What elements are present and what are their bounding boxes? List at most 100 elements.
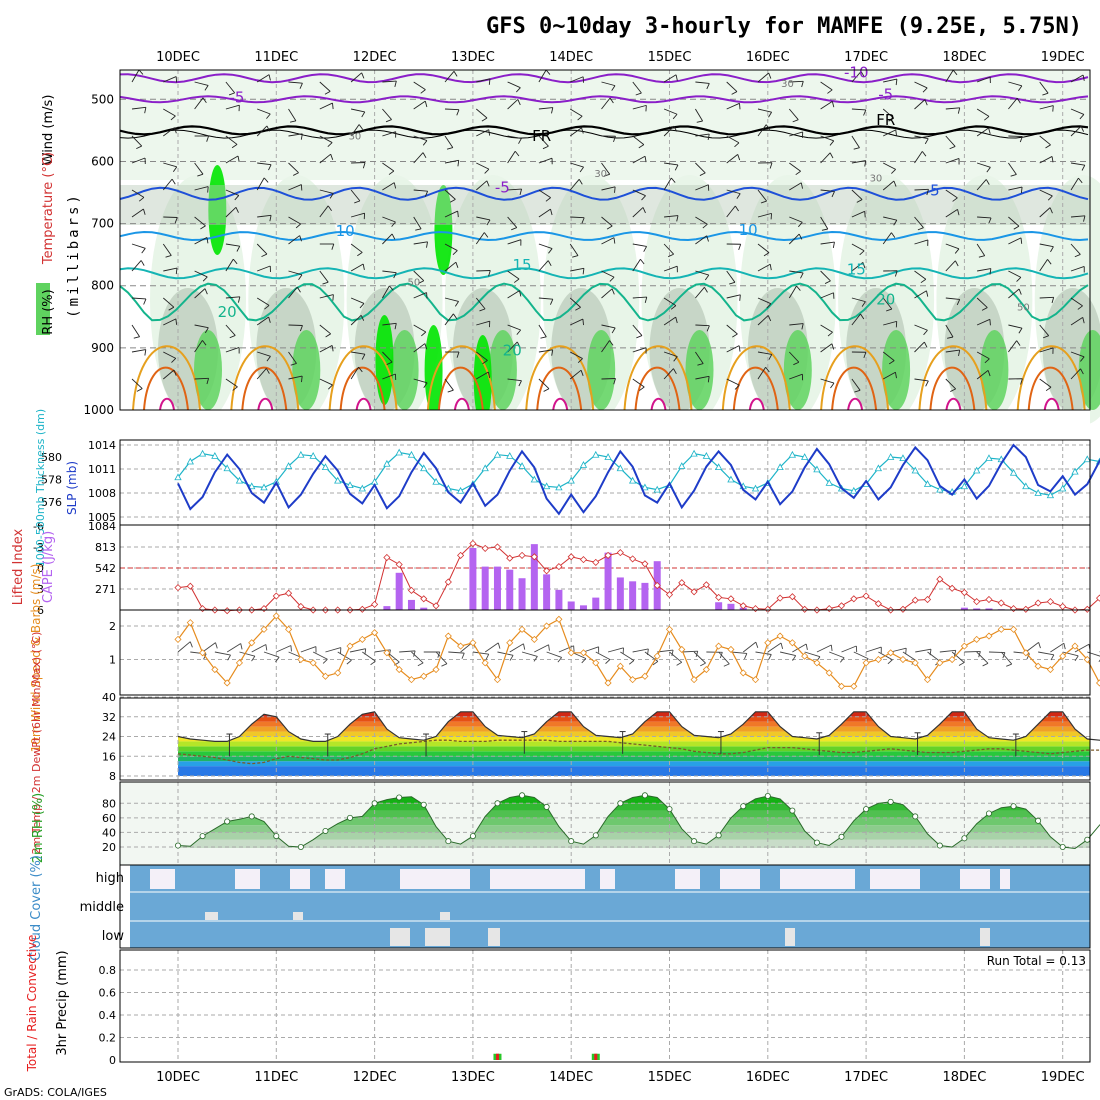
bottom-date-labels: 10DEC 11DEC 12DEC 13DEC 14DEC 15DEC 16DEC 17DEC…: [156, 1070, 1085, 1085]
thickness-point: [899, 454, 907, 462]
wind10-point: [432, 665, 440, 674]
temp-band: [120, 697, 1090, 712]
wind-barb: [1008, 162, 1017, 175]
wind-barb-flag: [140, 260, 145, 266]
thickness-point: [702, 452, 711, 459]
wind-barb-flag: [926, 189, 929, 196]
wind-barb: [163, 267, 178, 272]
wind-barb-flag: [1018, 85, 1023, 92]
wind-barb-flag: [268, 316, 271, 323]
wind-barb: [507, 135, 522, 139]
cape-bar: [973, 608, 981, 610]
wind-barb-flag: [989, 319, 991, 326]
wind-barb: [257, 265, 271, 272]
wind-barb-flag: [171, 178, 176, 185]
wind-barb-flag: [449, 198, 456, 203]
wind-barb-flag: [696, 120, 703, 123]
thickness-point: [567, 476, 575, 484]
wind-barb-flag: [484, 168, 490, 174]
wind-barb-flag: [863, 352, 867, 359]
wind-barb: [851, 135, 860, 148]
cape-bar: [604, 552, 612, 610]
wind-barb: [976, 318, 991, 326]
thickness-point: [825, 479, 833, 486]
wind-barb-flag: [860, 71, 865, 77]
wind-barb-flag: [165, 255, 172, 258]
cape-bar: [567, 601, 575, 610]
contour-label: -5: [878, 85, 893, 103]
cloud-panel: high middle low: [80, 864, 1091, 949]
lifted-point: [383, 553, 391, 562]
rh2m-point: [568, 838, 575, 845]
isotherm-25-loop: [623, 345, 693, 411]
wind-barb-flag: [924, 99, 928, 106]
wind-barb-flag: [1080, 356, 1085, 362]
thickness-point: [1009, 468, 1018, 476]
wind-barb-flag: [579, 166, 584, 173]
wind-barb: [882, 108, 895, 119]
wind-barb: [507, 239, 522, 245]
wind-barb-flag: [1045, 144, 1051, 149]
wind-barb: [476, 216, 491, 221]
wind-barb-flag: [829, 140, 835, 146]
wind-barb-flag: [739, 103, 741, 110]
wind10-point: [801, 652, 809, 660]
lifted-point: [457, 551, 465, 559]
wind10-point: [641, 672, 649, 680]
isotherm-30-loop: [143, 366, 189, 411]
cape-bar: [395, 572, 403, 610]
thickness-tick-label: 580: [41, 451, 62, 464]
wind-barb-flag: [446, 147, 453, 150]
wind-barb-flag: [171, 358, 177, 363]
wind-barb: [1070, 125, 1082, 137]
wind10-barb-flag: [830, 644, 833, 651]
wind-barb-flag: [736, 193, 741, 199]
wind-barb: [131, 378, 143, 389]
wind-barb-flag: [609, 276, 615, 282]
lifted-tick-label: -3: [33, 541, 44, 554]
wind10-point: [813, 659, 821, 667]
lifted-point: [1046, 598, 1054, 606]
lifted-point: [604, 551, 612, 559]
wind-barb: [288, 270, 303, 276]
wind-barb-flag: [237, 296, 241, 303]
wind-barb-flag: [453, 71, 458, 77]
lifted-point: [911, 596, 919, 604]
wind-barb: [225, 378, 238, 388]
wind-barb-flag: [827, 89, 833, 94]
wind-barb-flag: [265, 368, 270, 374]
wind-barb-flag: [582, 319, 584, 326]
lifted-point: [567, 553, 575, 561]
wind-barb-flag: [640, 258, 645, 265]
rh2m-point: [936, 842, 943, 849]
slp-tick-label: 1005: [88, 511, 116, 524]
thickness-point: [1022, 482, 1030, 490]
wind-barb: [695, 351, 704, 364]
isotherm-35-loop: [847, 397, 864, 411]
wind-barb: [695, 81, 710, 84]
wind10-point: [567, 649, 575, 657]
contour-label: 5: [930, 182, 940, 200]
wind10-barb: [558, 645, 574, 653]
wind10-barb-flag: [581, 658, 587, 664]
wind10-point: [420, 672, 428, 680]
rh2m-point: [224, 818, 231, 825]
lifted-point: [653, 581, 661, 590]
wind-barb-flag: [454, 301, 459, 307]
wind-barb-flag: [289, 120, 297, 123]
wind-barb: [194, 377, 209, 380]
wind10-point: [592, 659, 600, 667]
rh2m-point: [396, 794, 403, 801]
rh2m-point: [789, 807, 796, 814]
wind-barb: [914, 216, 924, 229]
wind10-point: [690, 676, 698, 684]
wind-barb: [1039, 324, 1050, 337]
rh2m-point: [617, 800, 624, 807]
wind10-barb: [841, 645, 857, 653]
cape-bar: [407, 599, 415, 610]
wind10-barb-flag: [265, 644, 268, 651]
wind-barb: [632, 135, 645, 145]
wind10-barb-flag: [839, 657, 845, 663]
wind-barb-flag: [859, 250, 865, 256]
wind-barb: [788, 285, 797, 299]
